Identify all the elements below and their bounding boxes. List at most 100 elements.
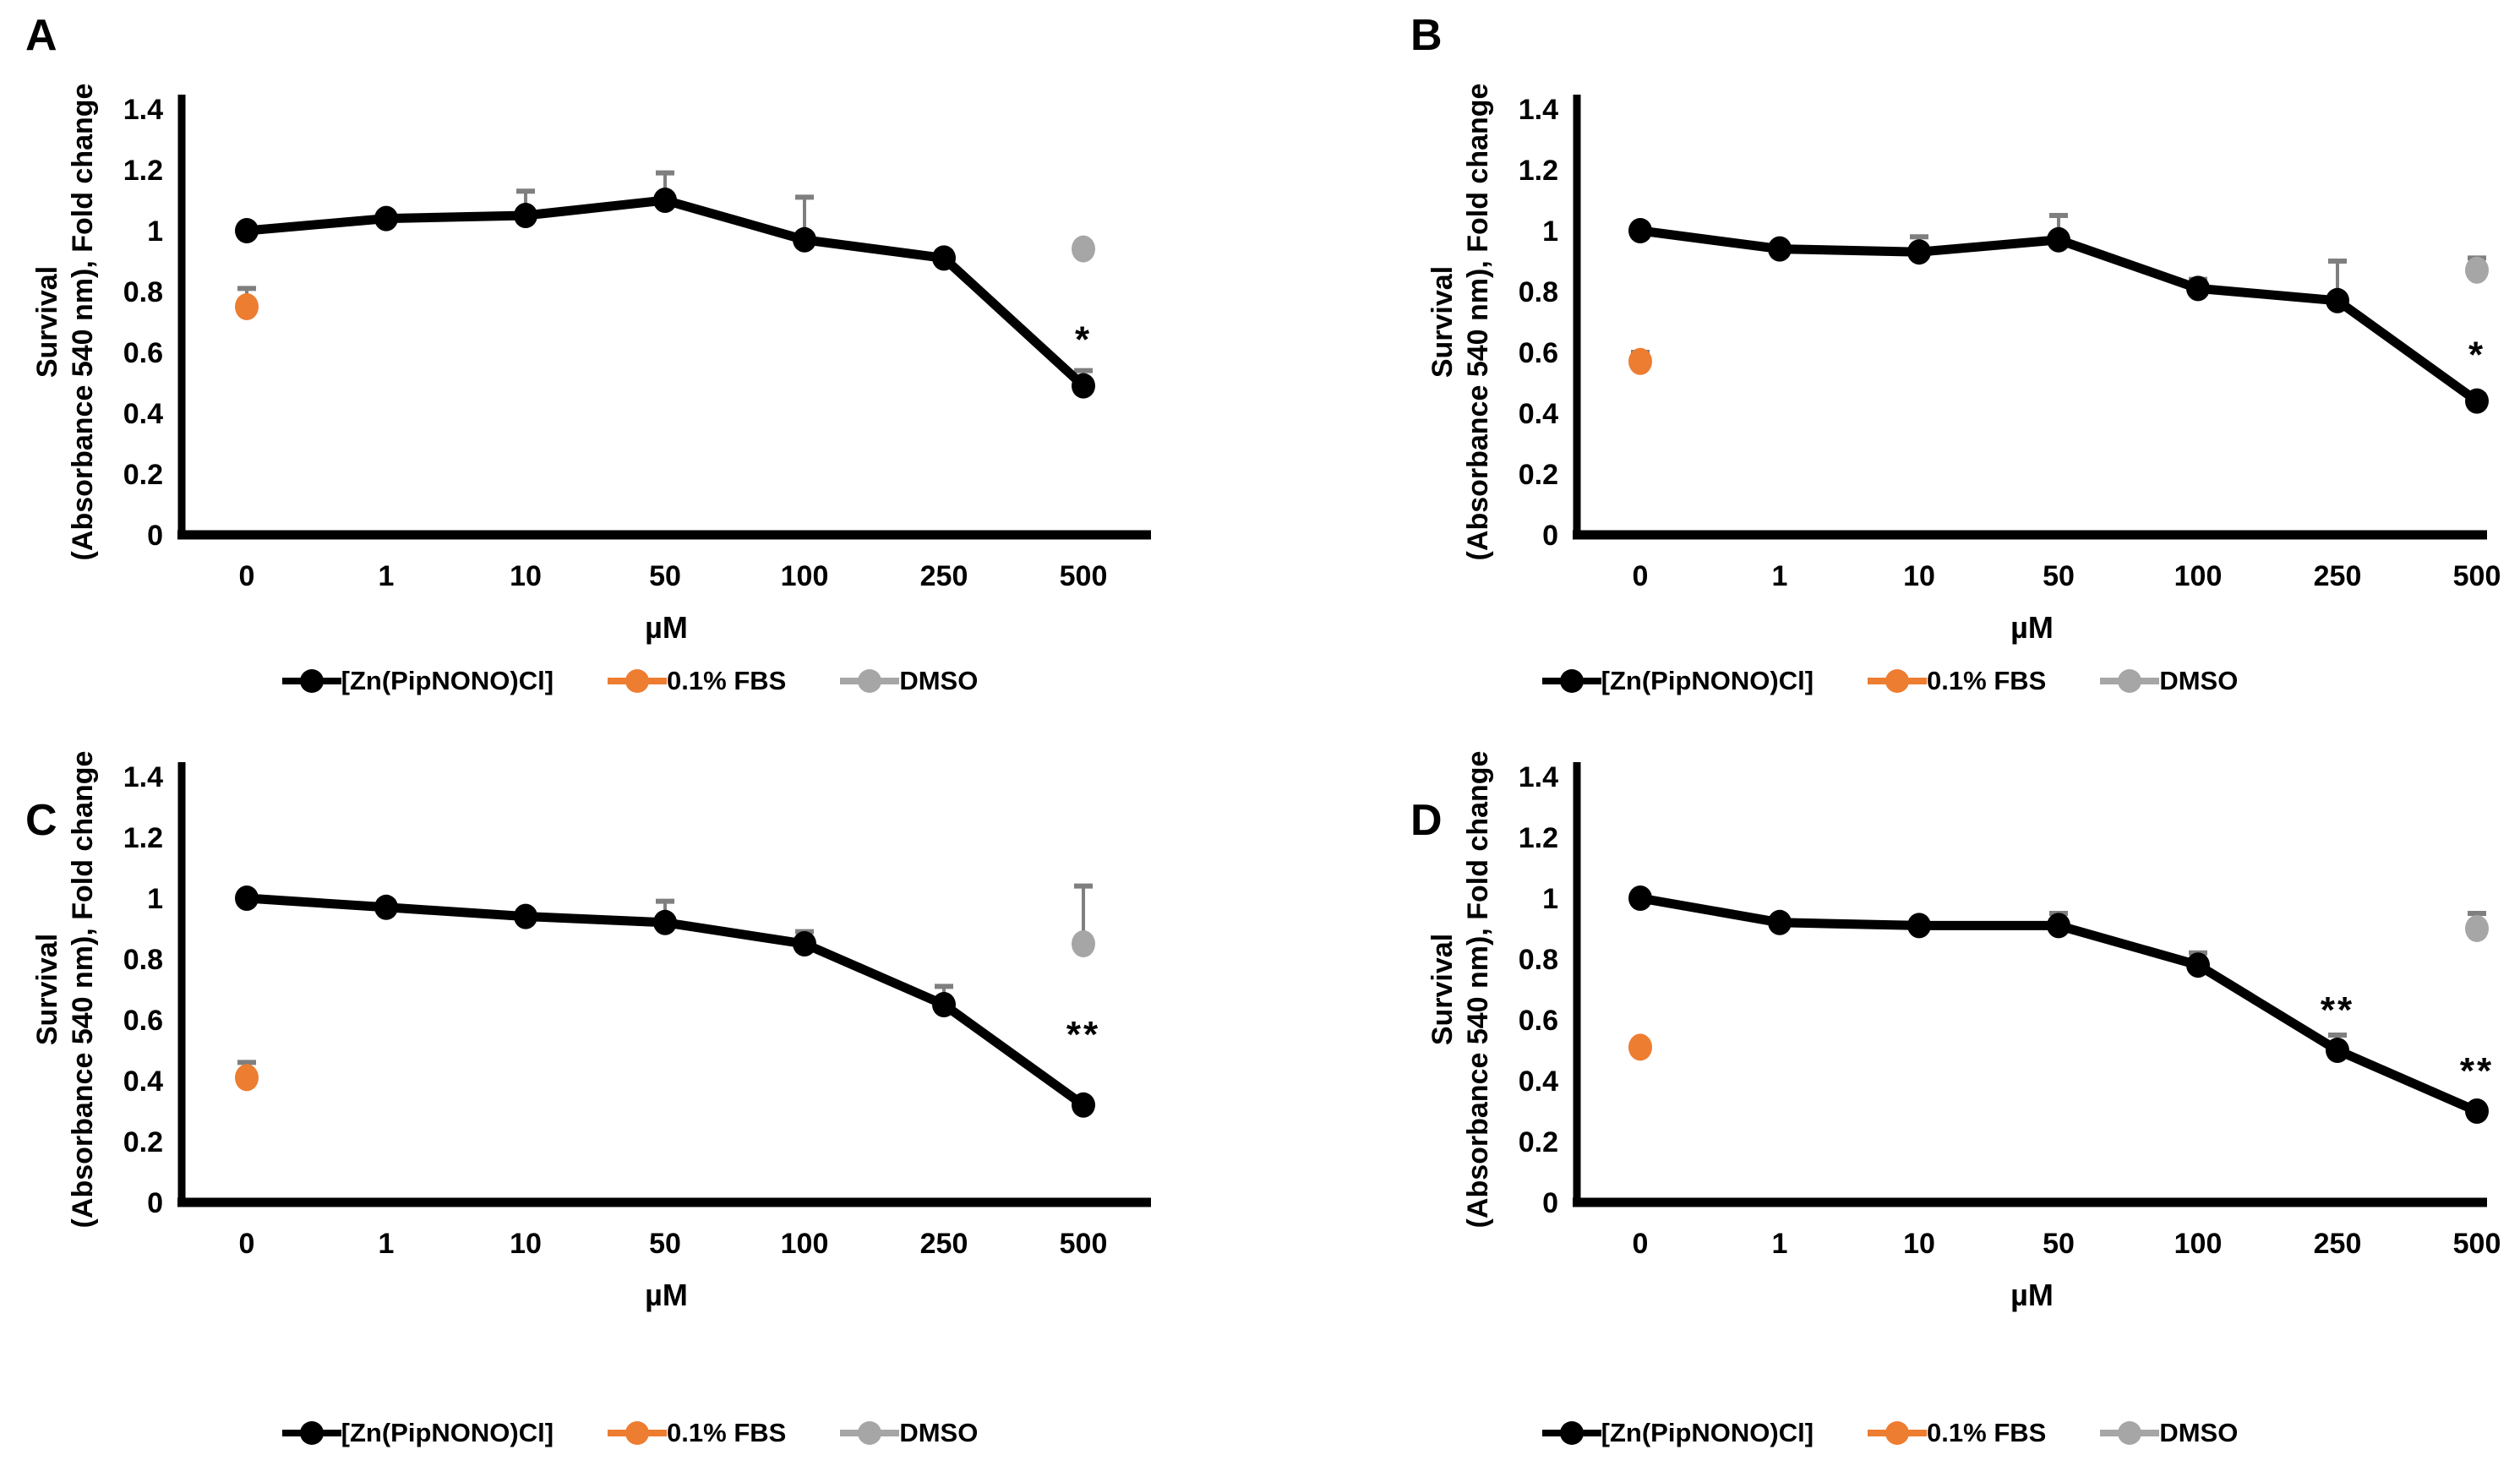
y-tick-label: 1 bbox=[1542, 215, 1558, 248]
legend-item-dmso: DMSO bbox=[840, 1418, 978, 1448]
y-tick-label: 0 bbox=[1542, 1187, 1558, 1219]
zn-series-point bbox=[1907, 239, 1931, 265]
zn-series-point bbox=[1072, 1092, 1095, 1118]
legend-item-label: DMSO bbox=[899, 1418, 979, 1447]
panel-letter-d: D bbox=[1410, 796, 1443, 845]
legend-panel-d: [Zn(PipNONO)Cl] 0.1% FBS DMSO bbox=[1260, 1418, 2520, 1448]
panel-d: D 1.4 1.2 1 0.8 0.6 0.4 0.2 0 0 1 10 50 100 250 500 µM S… bbox=[1260, 668, 2520, 1466]
y-tick-label: 0.6 bbox=[1519, 337, 1558, 369]
significance-marker: ** bbox=[2321, 989, 2354, 1031]
y-tick-label: 0.6 bbox=[1519, 1005, 1558, 1037]
x-tick-label: 500 bbox=[2453, 560, 2501, 592]
significance-marker: * bbox=[1075, 319, 1092, 361]
chart-panel-d: 1.4 1.2 1 0.8 0.6 0.4 0.2 0 0 1 10 50 100 250 500 µM Sur… bbox=[1426, 751, 2501, 1312]
y-tick-label: 0.2 bbox=[123, 1126, 163, 1158]
zn-legend-marker-icon bbox=[281, 1419, 341, 1447]
zn-series-point bbox=[2047, 913, 2070, 939]
zn-series-point bbox=[235, 886, 259, 911]
fbs-point bbox=[235, 1064, 259, 1092]
x-tick-label: 1 bbox=[1772, 560, 1788, 592]
panel-b: B 1.4 1.2 1 0.8 0.6 0.4 0.2 0 0 1 10 50 100 250 500 µM S… bbox=[1260, 0, 2520, 798]
zn-series-point bbox=[2465, 1098, 2489, 1124]
zn-series-point bbox=[2326, 1038, 2349, 1063]
fbs-point bbox=[1628, 347, 1652, 375]
y-tick-label: 0 bbox=[147, 1187, 163, 1219]
dmso-legend-marker-icon bbox=[840, 1419, 900, 1447]
y-tick-label: 1.4 bbox=[1519, 94, 1558, 126]
fbs-legend-marker-icon bbox=[1868, 1419, 1928, 1447]
x-tick-label: 500 bbox=[1060, 1228, 1108, 1260]
legend-item-label: DMSO bbox=[2159, 1418, 2239, 1447]
x-tick-label: 100 bbox=[781, 560, 829, 592]
y-tick-label: 0.8 bbox=[123, 944, 163, 976]
panel-letter-a: A bbox=[25, 11, 57, 60]
x-tick-label: 1 bbox=[379, 1228, 395, 1260]
zn-series-point bbox=[2047, 226, 2070, 253]
legend-item-label: DMSO bbox=[899, 666, 979, 695]
y-tick-label: 1.4 bbox=[123, 761, 163, 793]
legend-item-label: 0.1% FBS bbox=[1927, 1418, 2047, 1447]
fbs-legend-marker-icon bbox=[608, 667, 668, 695]
x-tick-label: 100 bbox=[2174, 560, 2223, 592]
y-tick-label: 1.2 bbox=[123, 155, 163, 187]
chart-panel-c: 1.4 1.2 1 0.8 0.6 0.4 0.2 0 0 1 10 50 100 250 500 µM Sur… bbox=[31, 751, 1151, 1312]
legend-item-label: [Zn(PipNONO)Cl] bbox=[341, 666, 554, 695]
legend-item-label: DMSO bbox=[2159, 666, 2239, 695]
y-tick-label: 0.4 bbox=[123, 1065, 163, 1098]
y-axis-title-line2: (Absorbance 540 nm), Fold change bbox=[67, 84, 99, 561]
zn-series-point bbox=[374, 205, 398, 232]
zn-series-line bbox=[242, 195, 1088, 391]
y-axis-title-line2: (Absorbance 540 nm), Fold change bbox=[67, 751, 99, 1229]
x-tick-label: 0 bbox=[1633, 560, 1649, 592]
zn-series-point bbox=[1768, 909, 1792, 935]
legend-item-label: 0.1% FBS bbox=[667, 666, 787, 695]
zn-legend-marker-icon bbox=[1541, 1419, 1601, 1447]
x-tick-label: 100 bbox=[2174, 1228, 2223, 1260]
y-tick-label: 1.2 bbox=[1519, 155, 1558, 187]
x-tick-label: 50 bbox=[649, 560, 681, 592]
zn-series-point bbox=[2186, 275, 2210, 302]
y-axis-title-line2: (Absorbance 540 nm), Fold change bbox=[1462, 84, 1494, 561]
zn-series-point bbox=[653, 909, 677, 935]
zn-series-point bbox=[932, 245, 956, 271]
y-tick-label: 0.6 bbox=[123, 337, 163, 369]
x-tick-label: 100 bbox=[781, 1228, 829, 1260]
zn-series-point bbox=[2465, 388, 2489, 414]
chart-panel-b: 1.4 1.2 1 0.8 0.6 0.4 0.2 0 0 1 10 50 100 250 500 µM Sur… bbox=[1426, 84, 2501, 645]
chart-panel-a: 1.4 1.2 1 0.8 0.6 0.4 0.2 0 0 1 10 50 100 250 500 µM Sur… bbox=[31, 84, 1151, 645]
x-tick-label: 1 bbox=[1772, 1228, 1788, 1260]
zn-legend-marker-icon bbox=[281, 667, 341, 695]
y-tick-label: 0.6 bbox=[123, 1005, 163, 1037]
legend-item-zn: [Zn(PipNONO)Cl] bbox=[1541, 1418, 1814, 1448]
fbs-point bbox=[1628, 1033, 1652, 1061]
x-tick-label: 0 bbox=[239, 560, 255, 592]
legend-item-label: [Zn(PipNONO)Cl] bbox=[341, 1418, 554, 1447]
legend-item-fbs: 0.1% FBS bbox=[1868, 666, 2046, 696]
y-tick-label: 0.4 bbox=[123, 398, 163, 430]
fbs-legend-marker-icon bbox=[1868, 667, 1928, 695]
x-tick-label: 1 bbox=[379, 560, 395, 592]
y-tick-label: 1.2 bbox=[123, 822, 163, 854]
y-axis-title-line1: Survival bbox=[1426, 934, 1459, 1045]
significance-marker: * bbox=[2468, 335, 2485, 376]
y-tick-label: 0.4 bbox=[1519, 398, 1558, 430]
x-tick-label: 50 bbox=[2043, 1228, 2075, 1260]
x-tick-label: 250 bbox=[2314, 1228, 2362, 1260]
y-axis-title-line1: Survival bbox=[31, 266, 63, 378]
zn-series-point bbox=[932, 992, 956, 1017]
x-tick-label: 50 bbox=[2043, 560, 2075, 592]
y-tick-label: 0 bbox=[147, 520, 163, 552]
zn-series-point bbox=[2326, 287, 2349, 313]
x-tick-label: 250 bbox=[920, 1228, 968, 1260]
legend-item-label: [Zn(PipNONO)Cl] bbox=[1601, 1418, 1814, 1447]
dmso-point bbox=[2465, 256, 2489, 284]
x-tick-label: 10 bbox=[1903, 1228, 1935, 1260]
zn-series-point bbox=[374, 894, 398, 920]
x-tick-label: 500 bbox=[2453, 1228, 2501, 1260]
legend-item-zn: [Zn(PipNONO)Cl] bbox=[1541, 666, 1814, 696]
x-tick-label: 0 bbox=[239, 1228, 255, 1260]
legend-item-fbs: 0.1% FBS bbox=[608, 1418, 786, 1448]
y-axis-title-line2: (Absorbance 540 nm), Fold change bbox=[1462, 751, 1494, 1229]
zn-series-line bbox=[1635, 226, 2482, 406]
zn-series-point bbox=[514, 203, 537, 228]
